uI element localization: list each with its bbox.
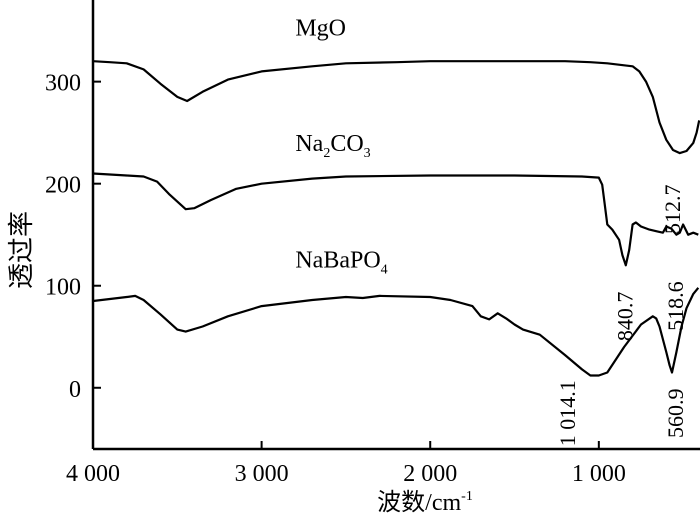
series-label-nabapo4: NaBaPO4 xyxy=(295,247,387,277)
series-label-mgo: MgO xyxy=(295,16,346,42)
series-label-main: Na xyxy=(295,131,323,157)
series-label-sub: 3 xyxy=(364,146,371,161)
series-label-na2co3: Na2CO3 xyxy=(295,131,370,161)
peak-annotation: 512.7 xyxy=(660,184,685,234)
peak-annotation: 518.6 xyxy=(663,281,688,331)
series-label-main: MgO xyxy=(295,16,346,42)
x-tick-label: 3 000 xyxy=(235,461,289,487)
x-tick-label: 4 000 xyxy=(66,461,120,487)
series-label-sub: 2 xyxy=(323,146,330,161)
x-axis-label: 波数/cm-1 xyxy=(377,489,473,516)
x-axis-label-sup: -1 xyxy=(461,489,473,504)
y-tick-label: 300 xyxy=(45,71,81,97)
series-line-nabapo4 xyxy=(92,287,700,377)
peak-annotation: 1 014.1 xyxy=(555,380,580,446)
x-tick-label: 1 000 xyxy=(572,461,626,487)
x-tick-label: 2 000 xyxy=(403,461,457,487)
y-tick-label: 100 xyxy=(45,275,81,301)
series-line-mgo xyxy=(92,60,700,155)
series-label-sub: 4 xyxy=(381,262,388,277)
peak-annotation: 840.7 xyxy=(613,292,638,342)
y-tick-label: 0 xyxy=(69,377,81,403)
series-label-main: NaBaPO xyxy=(295,247,380,273)
y-axis-label: 透过率 xyxy=(7,211,36,289)
series-label-tail: CO xyxy=(330,131,363,157)
y-tick-label: 200 xyxy=(45,173,81,199)
series-line-na2co3 xyxy=(92,172,699,267)
peak-annotation: 560.9 xyxy=(663,389,688,439)
